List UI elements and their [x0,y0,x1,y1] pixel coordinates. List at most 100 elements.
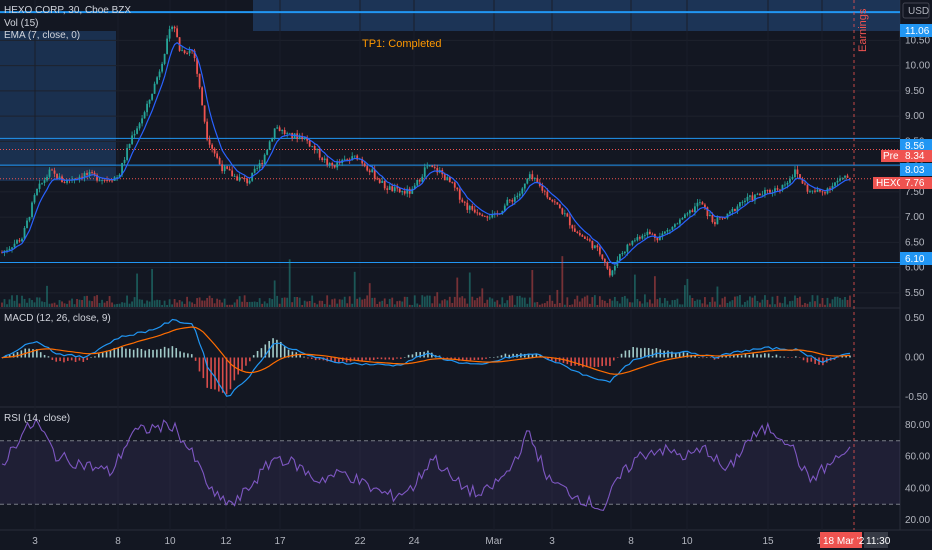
macd-tick-label: -0.50 [905,392,928,403]
volume-bar [696,299,699,307]
candle-body [513,197,516,202]
macd-hist-bar [574,357,576,366]
volume-bar [153,300,156,307]
volume-bar [809,301,811,307]
candle-body [168,29,171,39]
candle-body [691,210,694,213]
macd-hist-bar [640,348,642,358]
volume-bar [433,296,436,307]
macd-hist-bar [121,347,123,358]
price-tick-label: 10.50 [905,35,930,46]
candle-body [473,209,476,213]
candle-body [844,175,846,178]
volume-bar [113,304,116,307]
volume-bar [714,301,716,307]
candle-body [138,123,141,129]
candle-body [333,165,336,168]
candle-body [751,195,754,201]
rsi-tick-label: 20.00 [905,515,930,526]
volume-bar [141,299,143,307]
candle-body [658,236,661,241]
candle-body [131,135,133,144]
pre-label: Pre [883,151,899,162]
candle-body [103,179,106,181]
candle-body [806,184,809,192]
macd-hist-bar [334,357,336,363]
volume-bar [841,299,844,307]
macd-hist-bar [221,357,224,393]
volume-bar [681,304,684,307]
candle-body [533,177,536,179]
x-tick-label: 8 [628,536,634,547]
candle-body [846,175,849,178]
candle-body [253,168,256,173]
rsi-axis[interactable]: 80.00 60.00 40.00 20.00 [905,420,930,526]
volume-bar [406,296,409,307]
candle-body [163,53,166,64]
volume-bar [709,301,711,307]
volume-bar [273,280,276,307]
candle-body [198,73,201,88]
volume-bar [146,300,148,307]
macd-hist-bar [616,357,619,358]
volume-bar [618,303,621,307]
volume-legend[interactable]: Vol (15) [4,18,38,29]
candle-body [43,180,46,183]
rsi-legend[interactable]: RSI (14, close) [4,413,70,424]
candle-body [606,262,609,269]
macd-hist-bar [477,357,480,360]
candle-body [371,169,374,173]
volume-bar [689,295,691,307]
candle-body [403,191,406,194]
currency-label: USD [908,6,929,17]
volume-bar [181,301,184,307]
candle-body [81,176,83,178]
price-tag-pre: Pre 8.34 [881,150,932,162]
price-tag-upper: 8.56 [900,139,932,152]
x-tick-label: 3 [549,536,555,547]
macd-hist-bar [198,357,201,372]
macd-hist-bar [43,354,46,358]
candle-body [388,186,391,190]
volume-bar [256,302,259,307]
candle-body [276,127,279,129]
volume-bar [176,302,179,307]
candle-body [316,148,319,151]
macd-axis[interactable]: 0.50 0.00 -0.50 [905,313,928,403]
candle-body [283,130,286,134]
candle-body [749,195,751,197]
volume-bar [358,297,361,307]
macd-legend[interactable]: MACD (12, 26, close, 9) [4,313,111,324]
macd-hist-bar [547,357,549,360]
volume-bar [774,304,776,307]
candle-body [699,202,701,204]
volume-bar [248,301,251,307]
candle-body [331,162,334,166]
candle-body [318,148,321,158]
candle-body [186,53,189,54]
currency-button[interactable] [902,2,930,19]
volume-bar [804,302,806,307]
volume-bar [371,297,374,307]
volume-bar [814,301,816,307]
volume-bar [566,297,569,307]
candle-body [421,176,424,182]
volume-bar [36,297,38,307]
macd-tick-label: 0.00 [905,353,925,364]
x-tick-label: 15 [762,536,774,547]
volume-bar [281,297,284,307]
volume-bar [301,304,304,307]
tp1-annotation: TP1: Completed [362,38,441,50]
symbol-title[interactable]: HEXO CORP, 30, Cboe BZX [4,5,131,16]
volume-bar [381,300,384,307]
volume-bar [393,304,396,307]
macd-hist-bar [8,355,11,358]
volume-bar [543,303,546,307]
volume-bar [401,301,404,307]
candle-body [106,180,108,181]
candle-body [46,176,48,181]
ema-legend[interactable]: EMA (7, close, 0) [4,30,80,41]
volume-bar [1,302,3,307]
macd-hist-bar [760,354,762,358]
